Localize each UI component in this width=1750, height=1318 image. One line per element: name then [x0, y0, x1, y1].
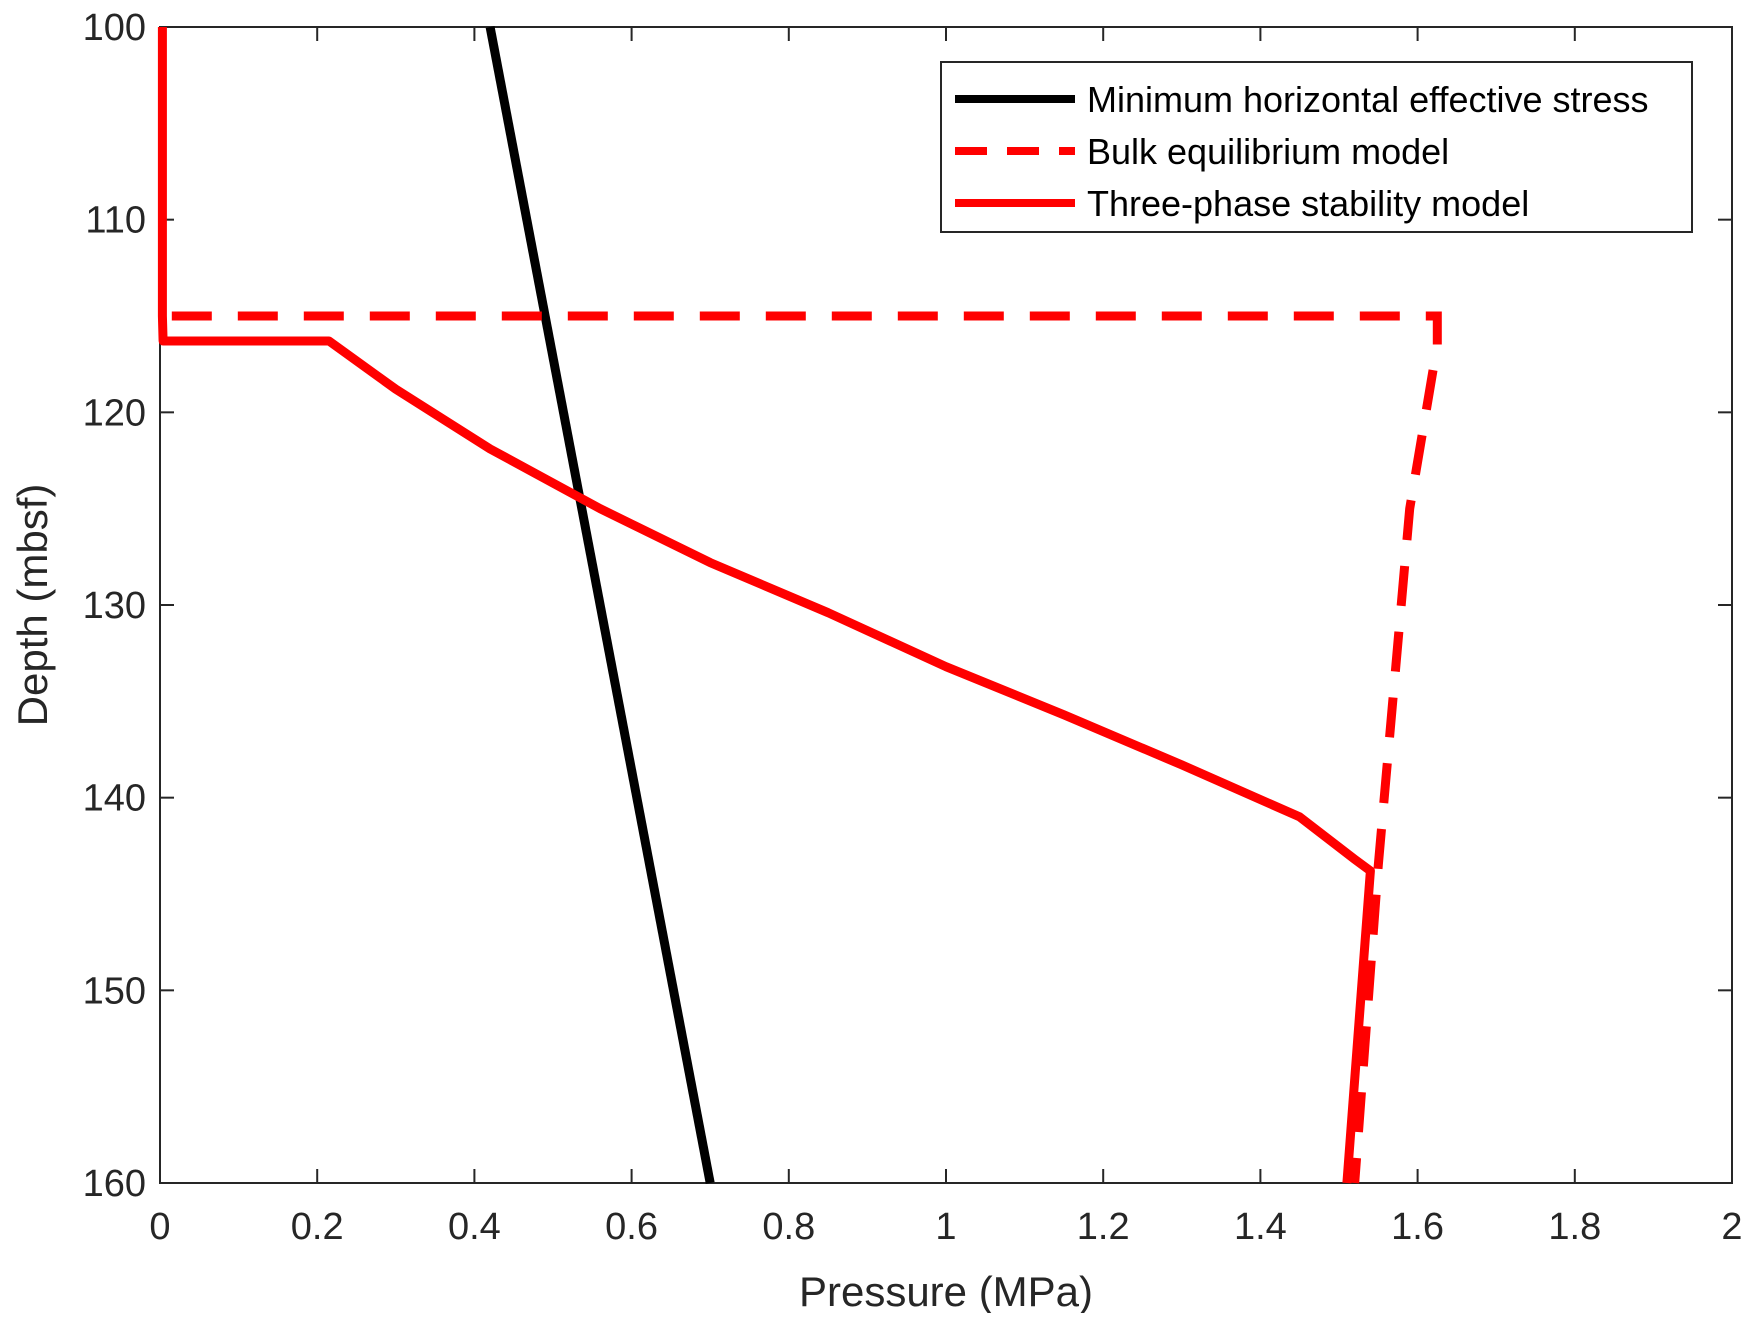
y-tick-label: 110	[85, 200, 146, 242]
x-tick-label: 1.6	[1391, 1206, 1444, 1248]
series-lines	[157, 26, 1442, 1184]
series-line-1	[171, 311, 1442, 1184]
series-line-0	[485, 26, 715, 1184]
axis-ticks: 0 0.2 0.4 0.6 0.8 1 1.2 1.4 1.6 1.8 2 100 110 120 130 1…	[83, 7, 1743, 1248]
series-line-2	[157, 27, 1375, 1184]
legend-label-1: Bulk equilibrium model	[1087, 131, 1449, 172]
legend-label-0: Minimum horizontal effective stress	[1087, 79, 1649, 120]
x-tick-label: 1.2	[1077, 1206, 1130, 1248]
x-tick-label: 0.2	[291, 1206, 344, 1248]
x-tick-label: 0.8	[762, 1206, 815, 1248]
x-tick-label: 0.6	[605, 1206, 658, 1248]
y-tick-label: 100	[83, 7, 146, 49]
legend: Minimum horizontal effective stress Bulk…	[940, 61, 1693, 233]
x-tick-label: 1.4	[1234, 1206, 1287, 1248]
x-tick-label: 0	[149, 1206, 170, 1248]
y-tick-label: 150	[83, 970, 146, 1012]
x-tick-label: 0.4	[448, 1206, 501, 1248]
x-tick-label: 2	[1721, 1206, 1742, 1248]
legend-label-2: Three-phase stability model	[1087, 183, 1529, 224]
y-tick-label: 140	[83, 778, 146, 820]
x-axis-label: Pressure (MPa)	[799, 1268, 1093, 1313]
y-axis-label: Depth (mbsf)	[9, 484, 56, 727]
y-tick-label: 120	[83, 392, 146, 434]
x-tick-label: 1	[935, 1206, 956, 1248]
x-tick-label: 1.8	[1548, 1206, 1601, 1248]
y-tick-label: 130	[83, 585, 146, 627]
y-tick-label: 160	[83, 1163, 146, 1205]
